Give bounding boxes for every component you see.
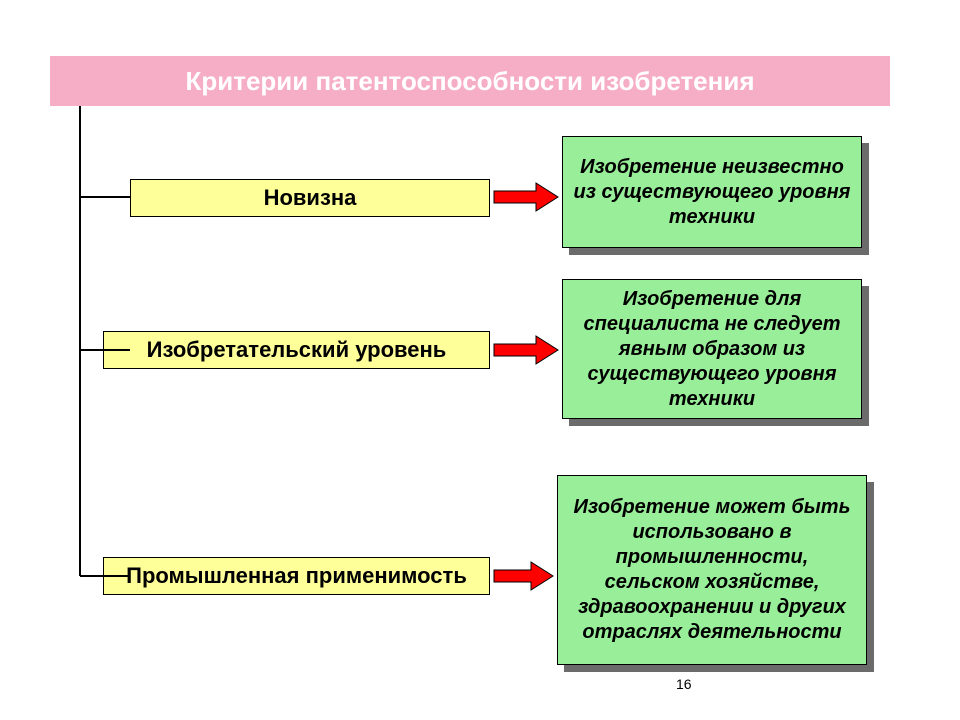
definition-industrial-applicability-wrap: Изобретение может быть использовано в пр… bbox=[557, 475, 874, 672]
diagram-stage: Критерии патентоспособности изобретения … bbox=[0, 0, 960, 720]
criterion-industrial-applicability-label: Промышленная применимость bbox=[126, 563, 467, 589]
definition-inventive-step: Изобретение для специалиста не следует я… bbox=[562, 279, 862, 419]
criterion-novelty: Новизна bbox=[130, 179, 490, 217]
title-bar: Критерии патентоспособности изобретения bbox=[50, 56, 890, 106]
criterion-inventive-step-label: Изобретательский уровень bbox=[147, 337, 447, 363]
definition-inventive-step-wrap: Изобретение для специалиста не следует я… bbox=[562, 279, 869, 426]
definition-novelty: Изобретение неизвестно из существующего … bbox=[562, 136, 862, 248]
definition-industrial-applicability-text: Изобретение может быть использовано в пр… bbox=[568, 495, 856, 645]
page-number: 16 bbox=[676, 676, 692, 692]
criterion-inventive-step: Изобретательский уровень bbox=[103, 331, 490, 369]
definition-novelty-wrap: Изобретение неизвестно из существующего … bbox=[562, 136, 869, 255]
definition-industrial-applicability: Изобретение может быть использовано в пр… bbox=[557, 475, 867, 665]
definition-novelty-text: Изобретение неизвестно из существующего … bbox=[573, 155, 851, 230]
criterion-industrial-applicability: Промышленная применимость bbox=[103, 557, 490, 595]
definition-inventive-step-text: Изобретение для специалиста не следует я… bbox=[573, 287, 851, 412]
title-text: Критерии патентоспособности изобретения bbox=[186, 66, 755, 97]
criterion-novelty-label: Новизна bbox=[264, 185, 357, 211]
